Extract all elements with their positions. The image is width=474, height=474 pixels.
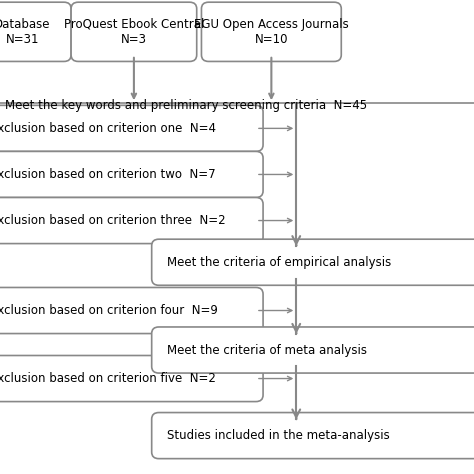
- Text: Exclusion based on criterion five  N=2: Exclusion based on criterion five N=2: [0, 372, 216, 385]
- FancyBboxPatch shape: [0, 198, 263, 244]
- Text: Exclusion based on criterion three  N=2: Exclusion based on criterion three N=2: [0, 214, 225, 227]
- FancyBboxPatch shape: [71, 2, 197, 62]
- Text: Meet the criteria of empirical analysis: Meet the criteria of empirical analysis: [167, 256, 392, 269]
- Text: Meet the key words and preliminary screening criteria  N=45: Meet the key words and preliminary scree…: [5, 99, 367, 112]
- Text: Exclusion based on criterion two  N=7: Exclusion based on criterion two N=7: [0, 168, 215, 181]
- FancyBboxPatch shape: [152, 327, 474, 373]
- FancyBboxPatch shape: [0, 151, 263, 198]
- FancyBboxPatch shape: [0, 105, 263, 151]
- FancyBboxPatch shape: [0, 287, 263, 334]
- FancyBboxPatch shape: [0, 356, 263, 401]
- FancyBboxPatch shape: [201, 2, 341, 62]
- Text: Exclusion based on criterion one  N=4: Exclusion based on criterion one N=4: [0, 122, 216, 135]
- Text: EGU Open Access Journals
N=10: EGU Open Access Journals N=10: [194, 18, 349, 46]
- Text: Studies included in the meta-analysis: Studies included in the meta-analysis: [167, 429, 390, 442]
- Text: Exclusion based on criterion four  N=9: Exclusion based on criterion four N=9: [0, 304, 218, 317]
- Text: Database
N=31: Database N=31: [0, 18, 51, 46]
- Text: Meet the criteria of meta analysis: Meet the criteria of meta analysis: [167, 344, 367, 356]
- FancyBboxPatch shape: [0, 2, 71, 62]
- Text: ProQuest Ebook Central
N=3: ProQuest Ebook Central N=3: [64, 18, 204, 46]
- FancyBboxPatch shape: [152, 239, 474, 285]
- FancyBboxPatch shape: [152, 412, 474, 459]
